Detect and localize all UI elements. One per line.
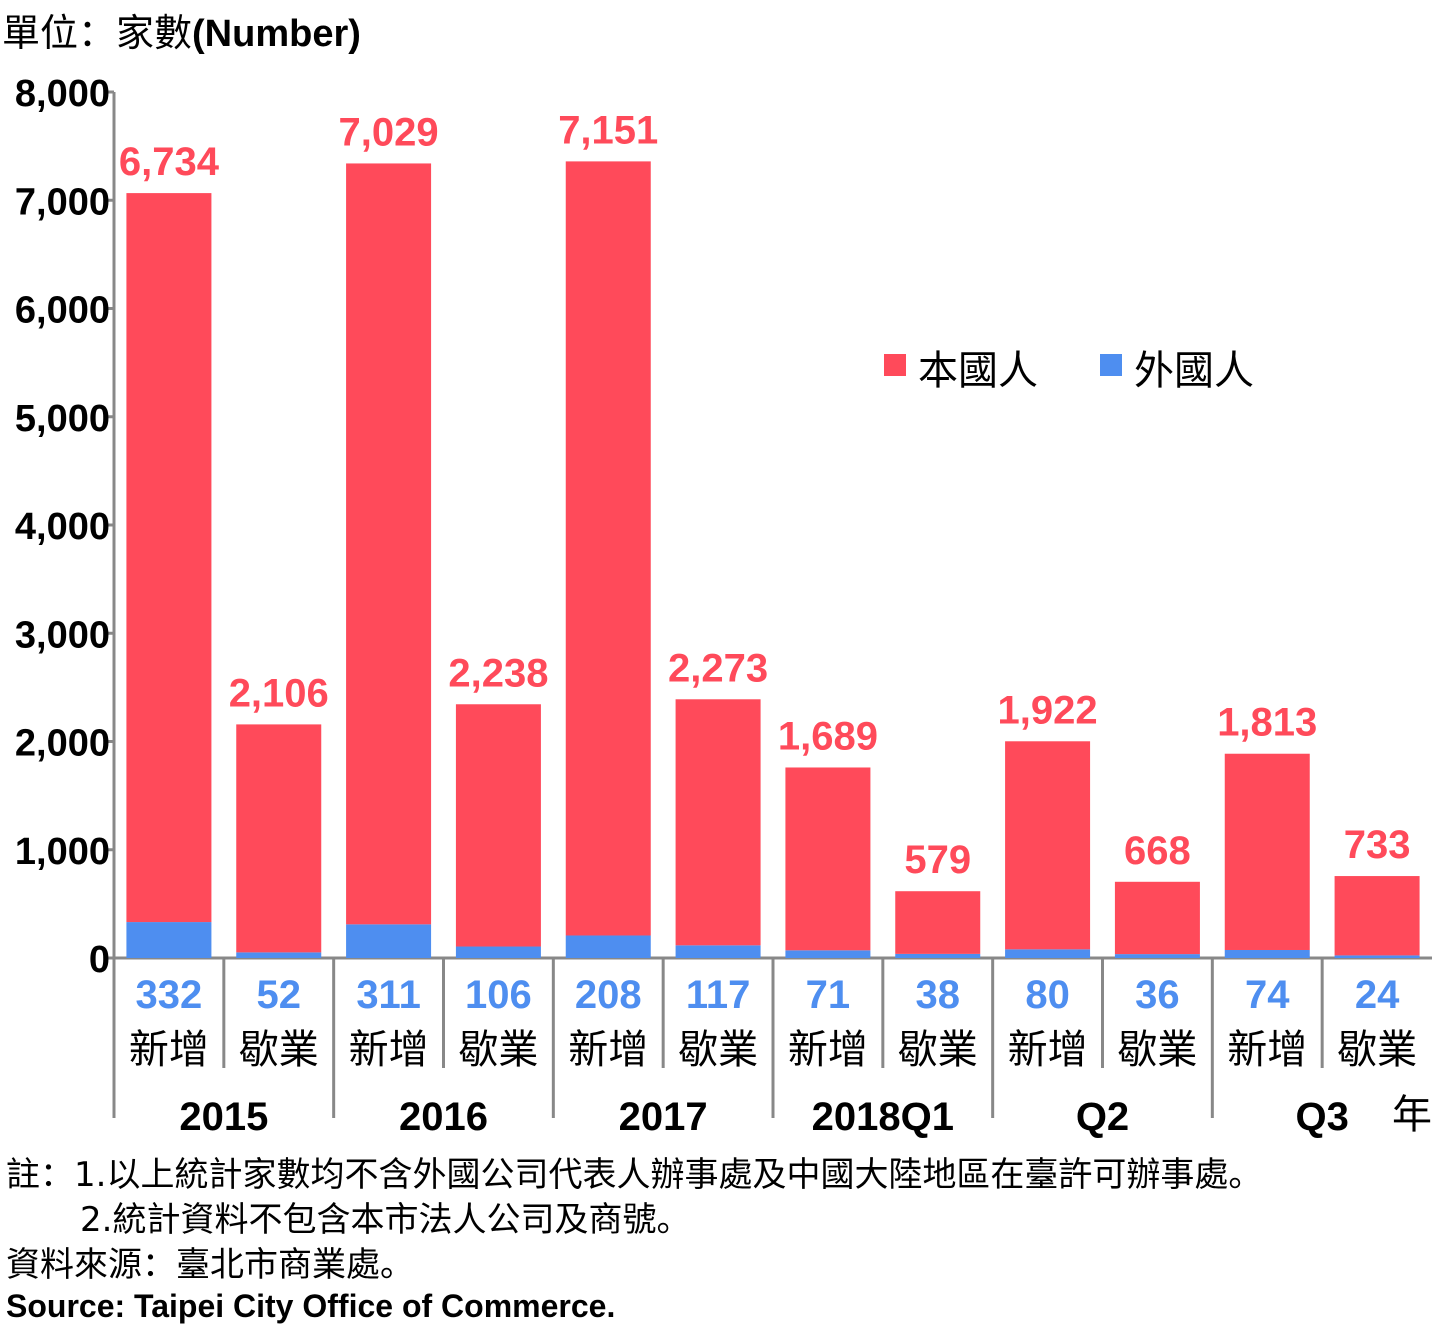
y-tick-label: 7,000 — [15, 181, 110, 223]
x-category-label: 歇業 — [1337, 1027, 1417, 1073]
data-label-native: 1,922 — [998, 688, 1098, 732]
bar-native — [895, 891, 981, 954]
x-category-label: 歇業 — [239, 1027, 319, 1073]
legend-swatch-native — [884, 354, 906, 376]
legend-label-native: 本國人 — [918, 348, 1038, 394]
data-label-native: 7,029 — [339, 110, 439, 154]
data-label-foreign: 24 — [1355, 973, 1400, 1017]
bar-native — [455, 704, 541, 947]
data-label-foreign: 117 — [686, 973, 751, 1017]
x-group-label: 2016 — [399, 1095, 488, 1139]
y-tick-label: 1,000 — [15, 831, 110, 873]
bar-foreign — [455, 946, 541, 958]
data-label-native: 2,106 — [229, 671, 329, 715]
data-label-foreign: 208 — [575, 973, 642, 1017]
data-label-native: 579 — [904, 838, 971, 882]
y-tick-label: 3,000 — [15, 614, 110, 656]
note-line-2: 2.統計資料不包含本市法人公司及商號。 — [80, 1200, 691, 1240]
source-en: Source: Taipei City Office of Commerce. — [6, 1288, 616, 1324]
data-label-native: 668 — [1124, 829, 1191, 873]
bar-foreign — [1114, 954, 1200, 958]
bar-foreign — [785, 950, 871, 958]
bar-foreign — [1005, 949, 1091, 958]
data-label-foreign: 52 — [257, 973, 302, 1017]
x-category-label: 新增 — [129, 1027, 209, 1073]
bar-native — [126, 193, 212, 923]
data-label-foreign: 36 — [1135, 973, 1180, 1017]
x-axis-unit: 年 — [1392, 1092, 1432, 1138]
y-tick-label: 8,000 — [15, 73, 110, 115]
bar-native — [1334, 876, 1420, 956]
bar-foreign — [236, 952, 322, 958]
unit-label-en: (Number) — [192, 13, 361, 55]
bar-native — [785, 767, 871, 951]
bar-foreign — [1334, 955, 1420, 958]
legend-swatch-foreign — [1100, 354, 1122, 376]
x-category-label: 新增 — [1227, 1027, 1307, 1073]
source-zh: 資料來源：臺北市商業處。 — [6, 1245, 414, 1285]
y-tick-label: 2,000 — [15, 723, 110, 765]
data-label-foreign: 332 — [136, 973, 203, 1017]
note-line-1: 註：1.以上統計家數均不含外國公司代表人辦事處及中國大陸地區在臺許可辦事處。 — [6, 1155, 1263, 1195]
x-group-label: Q3 — [1295, 1095, 1348, 1139]
x-group-label: Q2 — [1076, 1095, 1129, 1139]
x-category-label: 歇業 — [1117, 1027, 1197, 1073]
data-label-native: 1,813 — [1217, 701, 1317, 745]
bar-native — [675, 699, 761, 946]
data-label-foreign: 74 — [1245, 973, 1290, 1017]
data-label-foreign: 311 — [356, 973, 421, 1017]
bar-foreign — [895, 953, 981, 958]
data-label-foreign: 80 — [1025, 973, 1070, 1017]
data-label-foreign: 106 — [465, 973, 532, 1017]
data-label-native: 1,689 — [778, 714, 878, 758]
y-tick-label: 0 — [89, 939, 110, 981]
bar-foreign — [675, 945, 761, 958]
data-label-native: 7,151 — [558, 108, 658, 152]
x-category-label: 歇業 — [898, 1027, 978, 1073]
x-category-label: 新增 — [349, 1027, 429, 1073]
bar-native — [236, 724, 322, 953]
data-label-native: 6,734 — [119, 140, 220, 184]
bar-native — [1224, 753, 1310, 950]
unit-label: 單位：家數(Number) — [2, 2, 361, 57]
x-category-label: 新增 — [788, 1027, 868, 1073]
x-group-label: 2018Q1 — [812, 1095, 954, 1139]
x-group-label: 2015 — [179, 1095, 268, 1139]
bar-foreign — [1224, 949, 1310, 958]
data-label-foreign: 71 — [806, 973, 851, 1017]
data-label-native: 2,273 — [668, 646, 768, 690]
stacked-bar-chart: 0 1,000 2,000 3,000 4,000 5,000 6,000 7,000 8,00… — [15, 73, 1432, 1139]
unit-label-zh: 單位：家數 — [2, 11, 193, 55]
bar-native — [1005, 741, 1091, 950]
bar-native — [565, 161, 651, 936]
bar-native — [1114, 881, 1200, 955]
x-category-label: 歇業 — [458, 1027, 538, 1073]
data-label-native: 2,238 — [448, 651, 548, 695]
x-category-label: 新增 — [568, 1027, 648, 1073]
y-tick-label: 4,000 — [15, 506, 110, 548]
bar-foreign — [565, 935, 651, 958]
legend-label-foreign: 外國人 — [1134, 348, 1254, 394]
bar-foreign — [346, 924, 432, 958]
data-label-foreign: 38 — [916, 973, 961, 1017]
bar-native — [346, 163, 432, 925]
bar-foreign — [126, 922, 212, 958]
data-label-native: 733 — [1344, 823, 1411, 867]
y-tick-label: 6,000 — [15, 290, 110, 332]
y-tick-label: 5,000 — [15, 398, 110, 440]
x-category-label: 新增 — [1008, 1027, 1088, 1073]
x-category-label: 歇業 — [678, 1027, 758, 1073]
x-group-label: 2017 — [619, 1095, 708, 1139]
